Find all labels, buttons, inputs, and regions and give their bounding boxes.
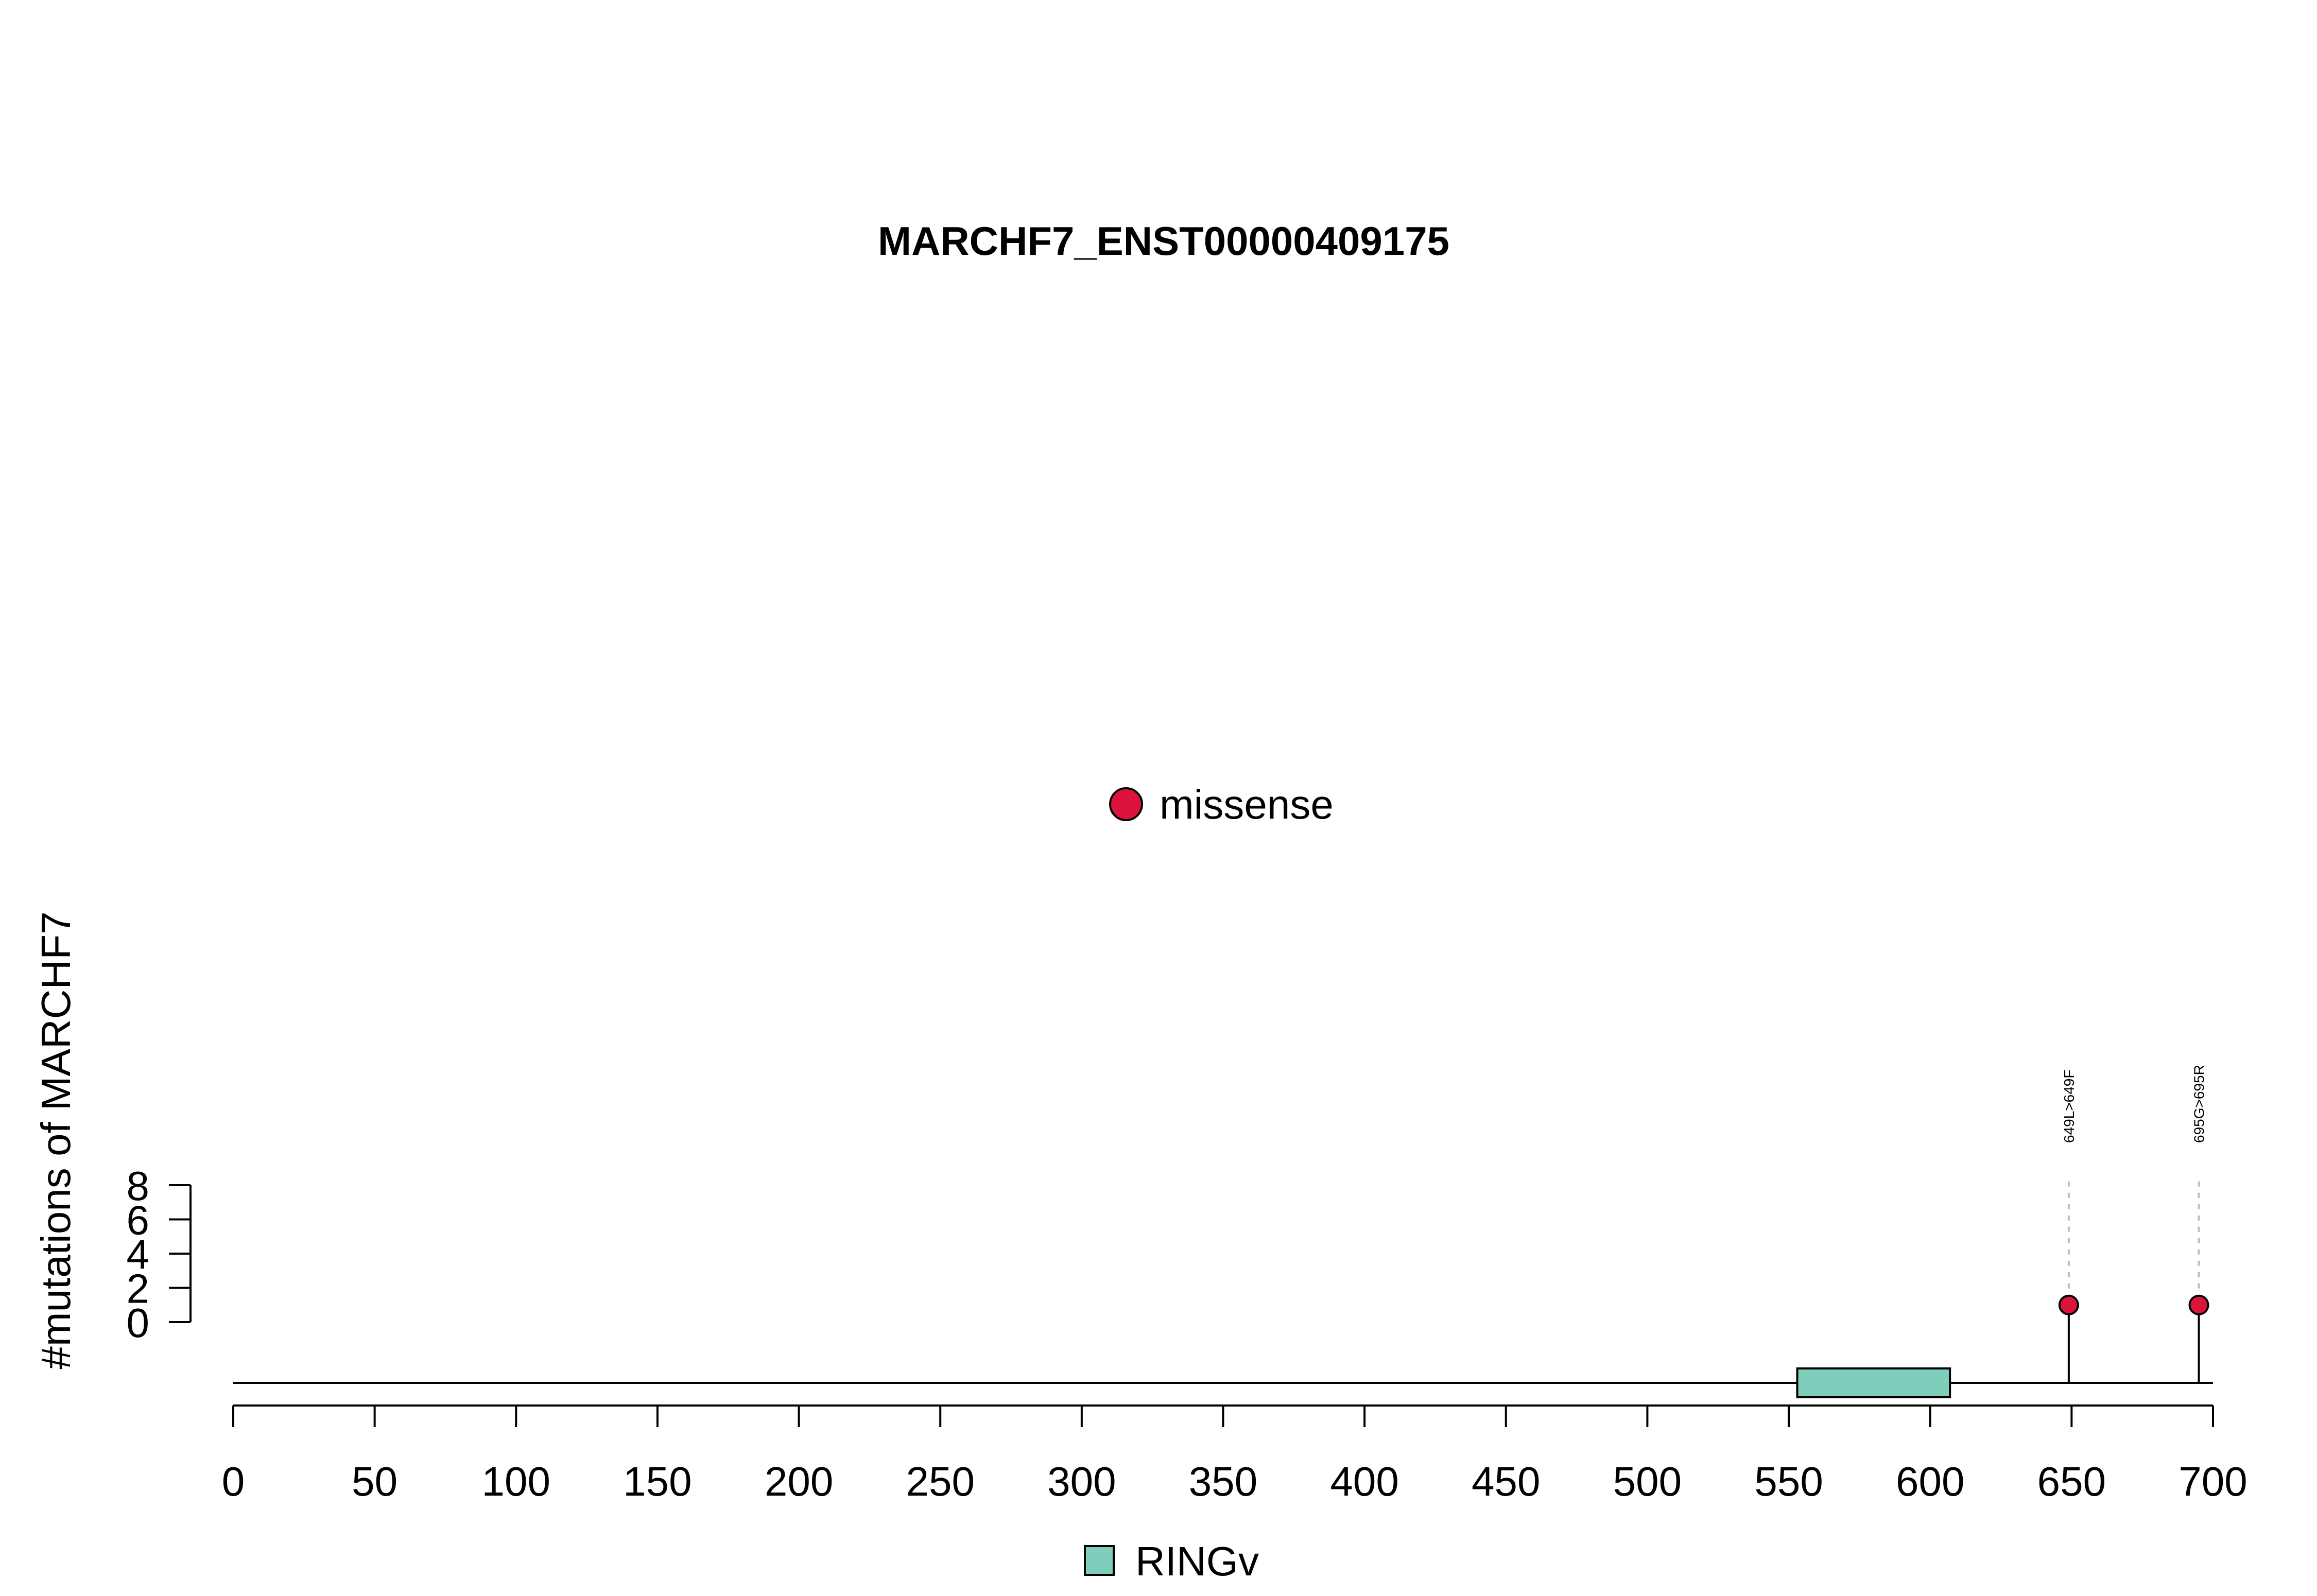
ringv-legend-swatch <box>1084 1545 1115 1576</box>
x-tick-label-550: 550 <box>1754 1459 1823 1504</box>
x-tick-label-450: 450 <box>1472 1459 1540 1504</box>
x-tick-label-350: 350 <box>1189 1459 1257 1504</box>
x-tick-label-700: 700 <box>2178 1459 2247 1504</box>
domain-ringv <box>1796 1367 1951 1398</box>
x-tick-label-300: 300 <box>1047 1459 1116 1504</box>
y-axis-label: #mutations of MARCHF7 <box>33 911 79 1369</box>
x-tick-label-650: 650 <box>2037 1459 2106 1504</box>
x-tick-label-150: 150 <box>623 1459 691 1504</box>
missense-legend-label: missense <box>1160 782 1334 827</box>
ringv-legend-label: RINGv <box>1135 1538 1259 1584</box>
x-tick-label-0: 0 <box>222 1459 245 1504</box>
chart-title: MARCHF7_ENST00000409175 <box>878 218 1449 264</box>
x-tick-label-500: 500 <box>1613 1459 1682 1504</box>
domain-legend: RINGv <box>1084 1538 1259 1584</box>
y-tick-label-0: 0 <box>127 1300 150 1346</box>
mutation-label-695: 695G>695R <box>2191 1065 2207 1143</box>
x-tick-label-100: 100 <box>482 1459 550 1504</box>
mutation-legend: missense <box>1109 782 1334 827</box>
protein-backbone-layer <box>233 1367 2213 1398</box>
missense-legend-marker <box>1109 787 1143 821</box>
point-695 <box>2188 1294 2209 1315</box>
mutation-label-649: 649L>649F <box>2061 1070 2077 1143</box>
point-649 <box>2058 1294 2079 1315</box>
x-tick-label-250: 250 <box>906 1459 974 1504</box>
y-tick-label-8: 8 <box>127 1163 150 1209</box>
y-tick-label-6: 6 <box>127 1198 150 1243</box>
y-tick-label-4: 4 <box>127 1231 150 1277</box>
y-tick-label-2: 2 <box>127 1266 150 1312</box>
x-tick-label-400: 400 <box>1330 1459 1398 1504</box>
x-axis: 0 50 100 150 200 250 300 350 400 450 500 550 600 650 7… <box>222 1404 2247 1504</box>
mutation-lollipops: 649L>649F 695G>695R <box>2058 1065 2209 1383</box>
x-tick-label-50: 50 <box>352 1459 397 1504</box>
x-tick-label-600: 600 <box>1896 1459 1964 1504</box>
x-tick-label-200: 200 <box>765 1459 833 1504</box>
